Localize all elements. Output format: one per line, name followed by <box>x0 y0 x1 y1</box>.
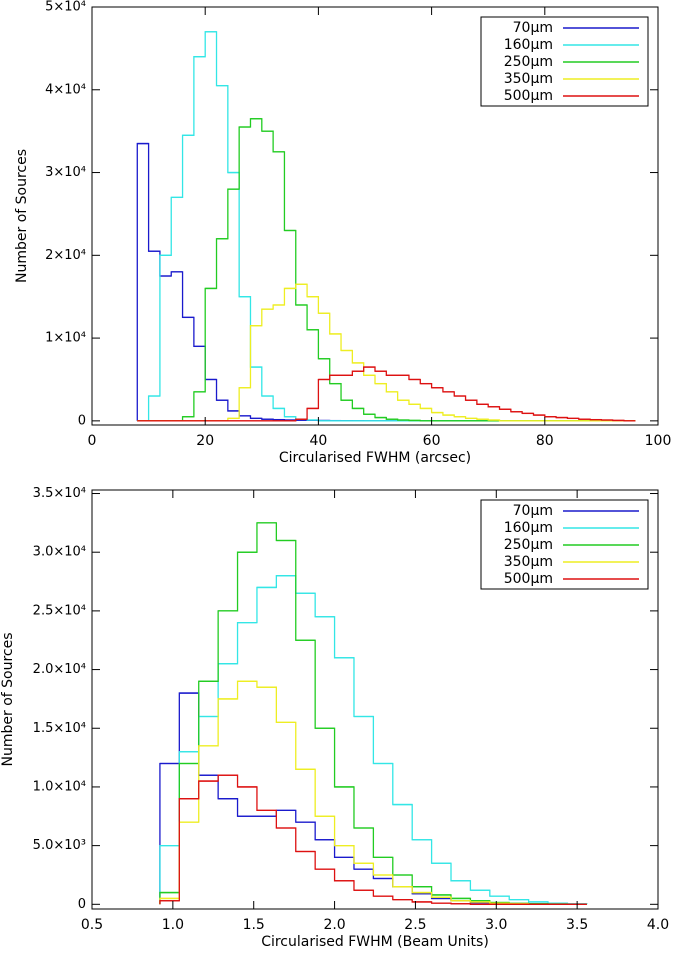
y-tick-label: 4×10⁴ <box>45 82 86 97</box>
legend-label: 160μm <box>504 520 553 536</box>
x-tick-label: 20 <box>196 433 214 449</box>
axes-frame <box>91 489 659 910</box>
x-tick-label: 40 <box>309 433 327 449</box>
plot <box>159 522 588 905</box>
x-tick-label: 0 <box>88 433 97 449</box>
x-tick-label: 1.5 <box>243 917 265 933</box>
step-outline <box>159 680 587 905</box>
legend-label: 250μm <box>504 54 553 70</box>
legend-label: 500μm <box>504 571 553 587</box>
legend-label: 500μm <box>504 88 553 104</box>
y-tick-label: 2.5×10⁴ <box>33 603 86 618</box>
legend-label: 350μm <box>504 71 553 87</box>
y-tick-label: 5×10⁴ <box>45 0 86 15</box>
x-axis-label: Circularised FWHM (arcsec) <box>279 450 471 466</box>
y-axis-label: Number of Sources <box>0 632 16 766</box>
y-tick-label: 0 <box>78 897 86 912</box>
x-tick-label: 2.5 <box>404 917 426 933</box>
y-tick-label: 3×10⁴ <box>45 165 86 180</box>
x-tick-label: 1.0 <box>162 917 184 933</box>
y-tick-label: 5.0×10³ <box>33 838 86 853</box>
legend-label: 250μm <box>504 537 553 553</box>
y-tick-label: 1×10⁴ <box>45 331 86 346</box>
y-axis-label: Number of Sources <box>14 149 30 283</box>
x-tick-label: 3.5 <box>566 917 588 933</box>
y-tick-label: 2.0×10⁴ <box>33 662 86 677</box>
x-tick-label: 100 <box>645 433 672 449</box>
x-tick-label: 60 <box>423 433 441 449</box>
step-outline <box>137 283 636 422</box>
x-tick-label: 4.0 <box>647 917 669 933</box>
y-tick-label: 3.0×10⁴ <box>33 545 86 560</box>
legend-label: 350μm <box>504 554 553 570</box>
plot <box>136 31 636 422</box>
y-tick-label: 1.5×10⁴ <box>33 721 86 736</box>
legend-label: 70μm <box>513 20 553 36</box>
y-tick-label: 3.5×10⁴ <box>33 486 86 501</box>
axes-frame <box>91 6 659 426</box>
y-tick-label: 0 <box>78 413 86 428</box>
x-tick-label: 80 <box>536 433 554 449</box>
legend-label: 160μm <box>504 37 553 53</box>
x-tick-label: 3.0 <box>485 917 507 933</box>
x-tick-label: 0.5 <box>81 917 103 933</box>
x-axis-label: Circularised FWHM (Beam Units) <box>261 934 489 950</box>
legend-label: 70μm <box>513 503 553 519</box>
y-tick-label: 1.0×10⁴ <box>33 779 86 794</box>
x-tick-label: 2.0 <box>323 917 345 933</box>
y-tick-label: 2×10⁴ <box>45 248 86 263</box>
